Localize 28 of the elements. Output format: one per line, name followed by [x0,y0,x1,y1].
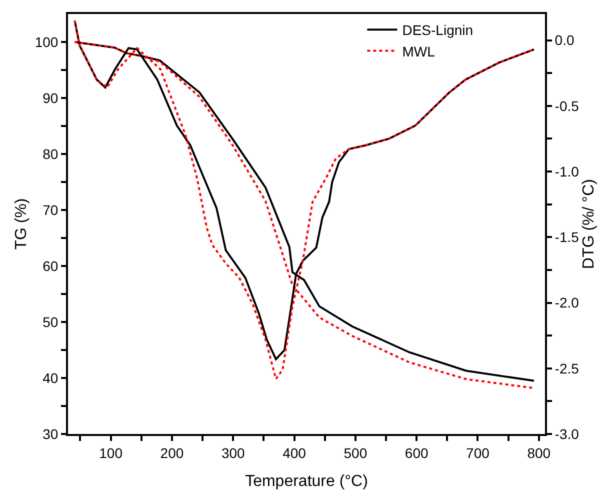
x-tick-label: 100 [99,444,123,461]
x-axis-title: Temperature (°C) [245,473,368,490]
x-tick-label: 300 [221,444,246,461]
y2-tick-label: -1.0 [554,163,580,180]
y-tick-label: 90 [42,90,58,106]
y2-tick-label: -2.5 [554,360,580,376]
y-tick-label: 30 [42,426,58,442]
legend-label: MWL [402,43,436,60]
y-tick-label: 50 [42,314,58,330]
y-tick-label: 80 [42,146,58,162]
y2-tick-label: -0.5 [554,98,580,114]
legend-label: DES-Lignin [402,22,474,38]
y2-tick-label: -2.0 [554,294,580,311]
x-tick-label: 600 [404,444,428,461]
x-tick-label: 800 [527,444,551,461]
y2-tick-label: -1.5 [554,229,580,246]
x-tick-label: 500 [344,444,368,461]
x-tick-label: 700 [466,444,490,461]
x-tick-label: 200 [160,444,184,461]
y2-tick-label: -3.0 [554,426,580,442]
y-tick-label: 100 [34,34,58,50]
y2-axis-title: DTG (%/ °C) [580,179,598,269]
y-tick-label: 60 [42,258,58,274]
x-tick-label: 400 [282,444,306,461]
y2-tick-label: 0.0 [554,32,574,48]
y-axis-title: TG (%) [13,198,30,250]
y-tick-label: 70 [42,202,58,218]
y-tick-label: 40 [42,370,58,386]
